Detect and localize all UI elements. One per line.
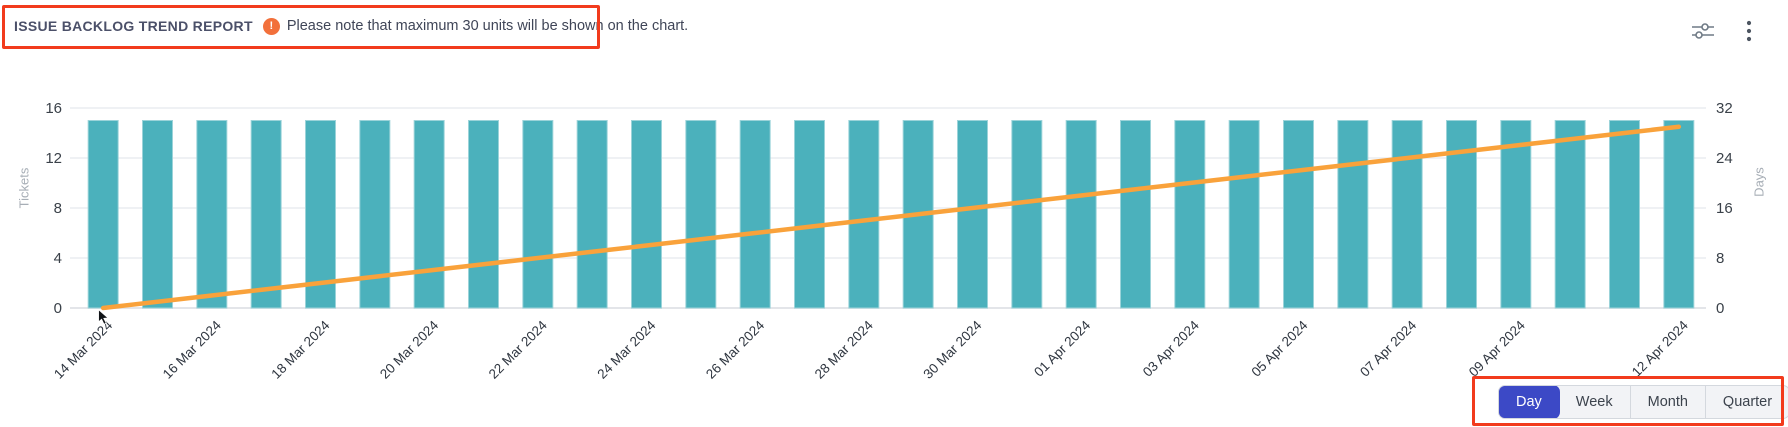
y-axis-label-right: 0 <box>1716 300 1724 317</box>
bar[interactable] <box>848 120 880 309</box>
axis-name-tickets: Tickets <box>16 167 32 209</box>
bar[interactable] <box>685 120 717 309</box>
bar[interactable] <box>1391 120 1423 309</box>
chart-note-text: Please note that maximum 30 units will b… <box>286 18 689 34</box>
trend-line <box>100 124 1682 311</box>
bar[interactable] <box>522 120 554 309</box>
report-header: ISSUE BACKLOG TREND REPORT ! Please note… <box>14 13 688 39</box>
x-axis-label: 01 Apr 2024 <box>1031 317 1093 379</box>
y-axis-label-right: 8 <box>1716 250 1724 267</box>
filter-sliders-icon[interactable] <box>1690 18 1716 44</box>
x-axis-label: 18 Mar 2024 <box>268 317 333 382</box>
y-axis-label-right: 16 <box>1716 200 1733 217</box>
y-axis-label-right: 32 <box>1716 100 1733 117</box>
y-axis-label-left: 16 <box>45 100 62 117</box>
bar[interactable] <box>305 120 336 309</box>
y-axis-label-left: 8 <box>54 200 62 217</box>
bar[interactable] <box>1609 120 1640 309</box>
bar[interactable] <box>1065 120 1097 309</box>
period-button-day[interactable]: Day <box>1499 386 1559 418</box>
exclamation-circle-icon: ! <box>262 17 280 35</box>
bar[interactable] <box>794 120 825 309</box>
bar[interactable] <box>468 120 499 309</box>
bar[interactable] <box>1228 120 1260 309</box>
bar[interactable] <box>1174 120 1206 309</box>
x-axis-label: 26 Mar 2024 <box>703 317 768 382</box>
chart-toolbar <box>1690 18 1762 44</box>
y-axis-label-right: 24 <box>1716 150 1733 167</box>
bar[interactable] <box>1120 120 1151 309</box>
y-axis-label-left: 12 <box>45 150 62 167</box>
x-axis-label: 09 Apr 2024 <box>1466 317 1528 379</box>
x-axis-label: 22 Mar 2024 <box>486 317 551 382</box>
bar[interactable] <box>142 120 173 309</box>
bar[interactable] <box>1011 120 1043 309</box>
axis-name-days: Days <box>1751 167 1767 197</box>
x-axis-label: 05 Apr 2024 <box>1249 317 1311 379</box>
period-button-month[interactable]: Month <box>1629 386 1705 418</box>
bar[interactable] <box>196 120 228 309</box>
y-axis-label-left: 4 <box>54 250 62 267</box>
kebab-menu-icon[interactable] <box>1736 18 1762 44</box>
x-axis-label: 12 Apr 2024 <box>1629 317 1691 379</box>
period-toggle-group: Day Week Month Quarter <box>1498 385 1788 419</box>
bar[interactable] <box>1283 120 1314 309</box>
page-title: ISSUE BACKLOG TREND REPORT <box>14 18 253 34</box>
period-button-quarter[interactable]: Quarter <box>1704 386 1788 418</box>
x-axis-label: 30 Mar 2024 <box>920 317 985 382</box>
x-axis-label: 24 Mar 2024 <box>594 317 659 382</box>
x-axis-label: 14 Mar 2024 <box>51 317 116 382</box>
bar[interactable] <box>631 120 662 309</box>
bar[interactable] <box>957 120 988 309</box>
bar[interactable] <box>739 120 771 309</box>
x-axis-label: 28 Mar 2024 <box>812 317 877 382</box>
bar[interactable] <box>1500 120 1532 309</box>
chart-note: ! Please note that maximum 30 units will… <box>262 17 689 35</box>
bar[interactable] <box>576 120 608 309</box>
x-axis-label: 20 Mar 2024 <box>377 317 442 382</box>
y-axis-label-left: 0 <box>54 300 62 317</box>
bar[interactable] <box>1337 120 1369 309</box>
x-axis-label: 16 Mar 2024 <box>160 317 225 382</box>
bar[interactable] <box>250 120 282 309</box>
x-axis-label: 07 Apr 2024 <box>1357 317 1419 379</box>
bar[interactable] <box>1663 120 1695 309</box>
x-axis-label: 03 Apr 2024 <box>1140 317 1202 379</box>
bar[interactable] <box>413 120 445 309</box>
bar[interactable] <box>1554 120 1586 309</box>
period-button-week[interactable]: Week <box>1575 394 1613 410</box>
bar[interactable] <box>87 120 119 309</box>
